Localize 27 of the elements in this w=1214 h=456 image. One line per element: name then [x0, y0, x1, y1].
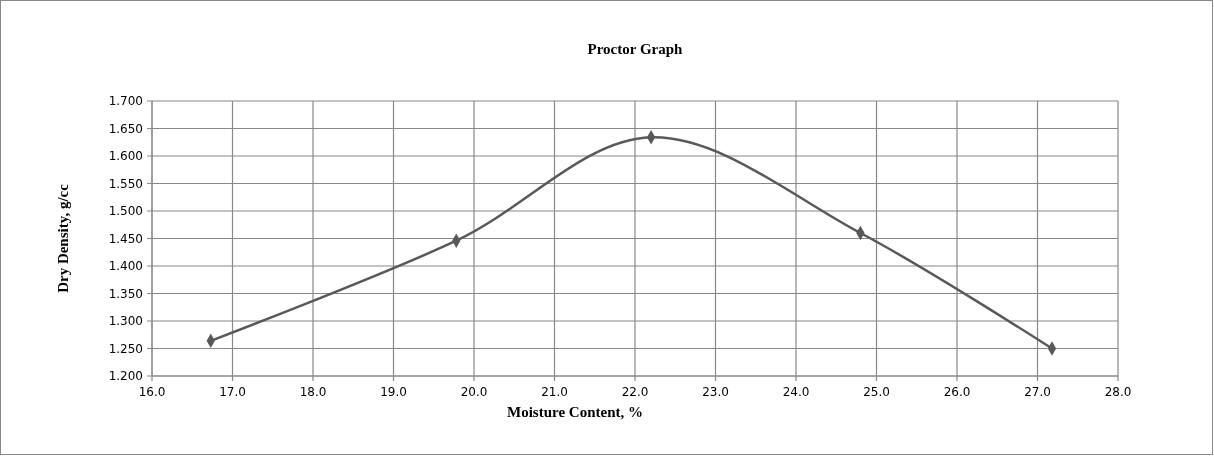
y-tick-label: 1.400 [108, 259, 143, 273]
x-tick-label: 16.0 [138, 385, 166, 399]
x-axis-title: Moisture Content, % [507, 404, 643, 420]
x-tick-label: 18.0 [299, 385, 327, 399]
y-tick-label: 1.200 [108, 369, 143, 383]
x-tick-label: 17.0 [219, 385, 246, 399]
chart-title: Proctor Graph [587, 41, 684, 57]
y-tick-label: 1.250 [108, 341, 143, 356]
x-tick-label: 25.0 [863, 385, 890, 399]
y-tick-label: 1.500 [108, 204, 143, 218]
y-tick-label: 1.450 [108, 231, 143, 246]
y-tick-label: 1.650 [108, 121, 143, 136]
x-tick-label: 19.0 [380, 385, 407, 399]
x-tick-label: 27.0 [1024, 385, 1051, 399]
x-tick-label: 21.0 [541, 385, 568, 399]
y-tick-label: 1.300 [108, 314, 143, 328]
x-tick-label: 22.0 [621, 385, 649, 399]
y-axis-title: Dry Density, g/cc [55, 183, 71, 293]
x-tick-label: 26.0 [943, 385, 971, 399]
x-tick-label: 24.0 [782, 385, 810, 399]
x-tick-label: 28.0 [1104, 385, 1132, 399]
y-tick-label: 1.700 [108, 94, 143, 108]
y-tick-label: 1.600 [108, 149, 143, 163]
x-tick-label: 20.0 [460, 385, 488, 399]
x-tick-label: 23.0 [702, 385, 729, 399]
y-tick-label: 1.350 [108, 286, 143, 301]
y-tick-label: 1.550 [108, 176, 143, 191]
